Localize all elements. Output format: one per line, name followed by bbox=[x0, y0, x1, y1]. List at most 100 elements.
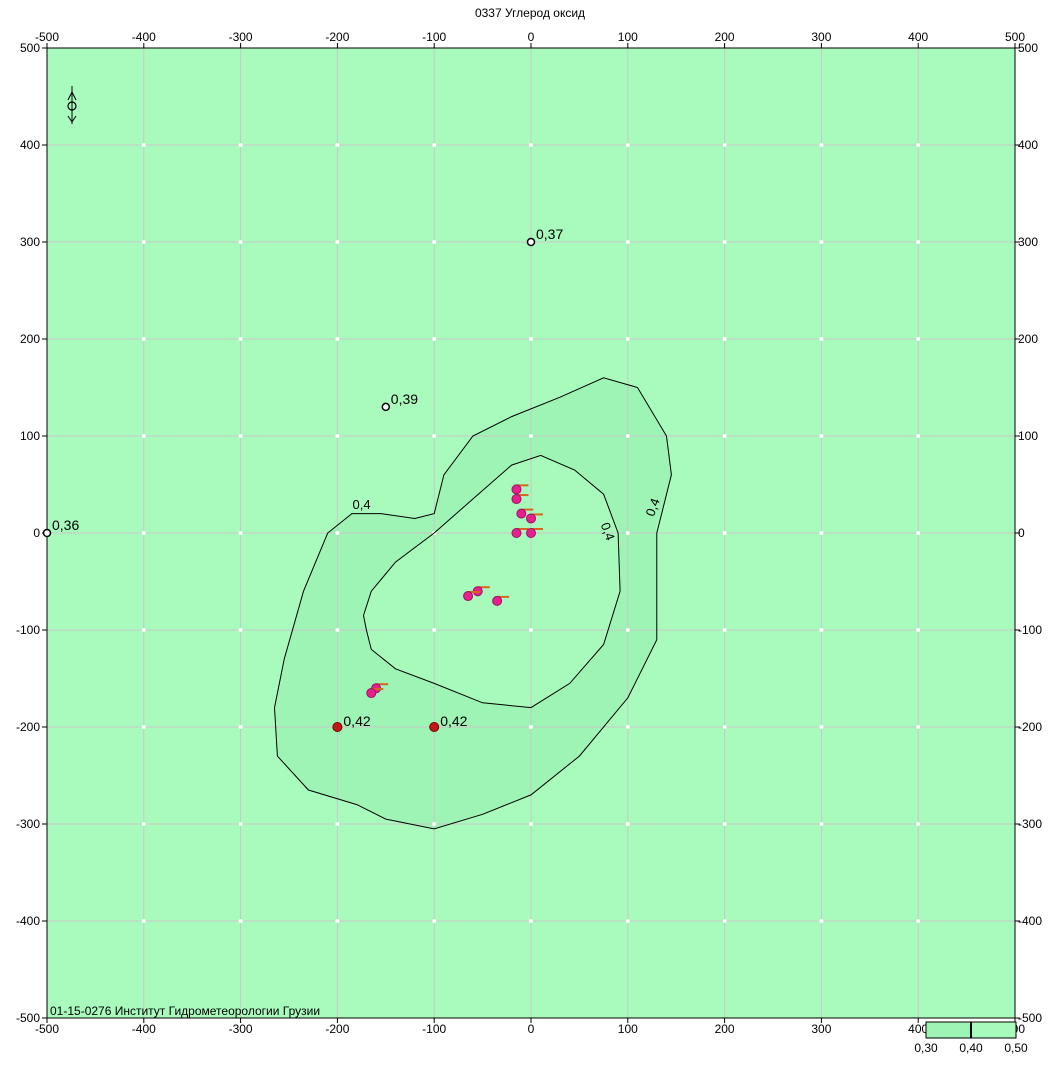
grid-node bbox=[625, 628, 630, 632]
grid-node bbox=[432, 822, 437, 826]
grid-node bbox=[141, 337, 146, 341]
calc-point-label: 0,37 bbox=[536, 226, 563, 242]
emission-source bbox=[526, 513, 536, 524]
grid-node bbox=[819, 822, 824, 826]
isoline-label: 0,4 bbox=[642, 496, 662, 518]
legend-label: 0,50 bbox=[1004, 1041, 1028, 1055]
grid-node bbox=[529, 822, 533, 826]
organization-label: 01-15-0276 Институт Гидрометеорологии Гр… bbox=[50, 1004, 320, 1018]
grid-node bbox=[238, 240, 243, 244]
grid-node bbox=[722, 143, 727, 147]
grid-node bbox=[529, 143, 533, 147]
y-tick-label-right: -200 bbox=[1018, 720, 1042, 734]
grid-node bbox=[916, 725, 921, 729]
legend-swatch-high bbox=[970, 1021, 1017, 1039]
y-tick-label-left: 200 bbox=[20, 332, 40, 346]
y-tick-label-right: 500 bbox=[1018, 41, 1038, 55]
x-tick-label-top: -400 bbox=[132, 30, 156, 44]
grid-node bbox=[529, 725, 533, 729]
grid-node bbox=[141, 143, 146, 147]
max-point bbox=[332, 722, 343, 732]
y-tick-label-left: -100 bbox=[16, 623, 40, 637]
x-tick-label-top: 300 bbox=[811, 30, 831, 44]
y-tick-label-right: 200 bbox=[1018, 332, 1038, 346]
grid-node bbox=[819, 725, 824, 729]
grid-node bbox=[141, 725, 146, 729]
grid-node bbox=[722, 725, 727, 729]
emission-source bbox=[492, 595, 503, 606]
x-tick-label-top: 400 bbox=[908, 30, 928, 44]
grid-node bbox=[916, 531, 921, 535]
y-tick-label-right: -400 bbox=[1018, 914, 1042, 928]
x-tick-label-top: -300 bbox=[229, 30, 253, 44]
x-tick-label-bottom: 100 bbox=[618, 1022, 638, 1036]
x-tick-label-top: 500 bbox=[1005, 30, 1025, 44]
grid-node bbox=[141, 919, 146, 923]
grid-node bbox=[335, 434, 340, 438]
x-tick-label-top: -200 bbox=[325, 30, 349, 44]
max-point-label: 0,42 bbox=[440, 713, 467, 729]
y-tick-label-right: 100 bbox=[1018, 429, 1038, 443]
x-tick-label-bottom: 300 bbox=[811, 1022, 831, 1036]
y-tick-label-right: 300 bbox=[1018, 235, 1038, 249]
grid-node bbox=[335, 628, 340, 632]
grid-node bbox=[625, 822, 630, 826]
grid-node bbox=[141, 434, 146, 438]
legend-swatch-low bbox=[925, 1021, 972, 1039]
grid-node bbox=[819, 143, 824, 147]
y-tick-label-left: 100 bbox=[20, 429, 40, 443]
grid-node bbox=[238, 822, 243, 826]
y-tick-label-left: -400 bbox=[16, 914, 40, 928]
emission-source bbox=[511, 484, 522, 495]
grid-node bbox=[625, 337, 630, 341]
isoline-label: 0,4 bbox=[353, 497, 371, 512]
grid-node bbox=[141, 822, 146, 826]
y-tick-label-left: 400 bbox=[20, 138, 40, 152]
grid-node bbox=[819, 434, 824, 438]
grid-node bbox=[625, 725, 630, 729]
isoline-inner bbox=[362, 454, 621, 709]
x-tick-label-bottom: -400 bbox=[132, 1022, 156, 1036]
x-tick-label-bottom: 0 bbox=[528, 1022, 535, 1036]
grid-node bbox=[625, 240, 630, 244]
grid-node bbox=[335, 531, 340, 535]
emission-source bbox=[463, 591, 474, 602]
legend: 0,30 0,40 0,50 bbox=[914, 1021, 1028, 1055]
grid-node bbox=[238, 337, 243, 341]
x-tick-label-top: 0 bbox=[528, 30, 535, 44]
grid-node bbox=[625, 143, 630, 147]
calc-point bbox=[42, 528, 52, 538]
grid-node bbox=[722, 337, 727, 341]
zone-fill-inner bbox=[363, 455, 621, 708]
grid-node bbox=[238, 628, 243, 632]
grid-node bbox=[335, 919, 340, 923]
grid-node bbox=[432, 143, 437, 147]
y-tick-label-left: -200 bbox=[16, 720, 40, 734]
emission-source bbox=[511, 494, 522, 505]
y-tick-label-left: -300 bbox=[16, 817, 40, 831]
grid-node bbox=[722, 822, 727, 826]
grid-node bbox=[625, 531, 630, 535]
grid-node bbox=[335, 240, 340, 244]
grid-node bbox=[335, 822, 340, 826]
grid-node bbox=[432, 434, 437, 438]
y-tick-label-right: 0 bbox=[1018, 526, 1025, 540]
grid-node bbox=[916, 143, 921, 147]
grid-node bbox=[916, 434, 921, 438]
grid-node bbox=[238, 725, 243, 729]
grid-node bbox=[141, 240, 146, 244]
grid-node bbox=[722, 919, 727, 923]
x-tick-label-bottom: 400 bbox=[908, 1022, 928, 1036]
grid-node bbox=[916, 628, 921, 632]
grid-node bbox=[722, 628, 727, 632]
x-tick-label-top: -500 bbox=[35, 30, 59, 44]
grid-node bbox=[722, 240, 727, 244]
isoline-outer bbox=[273, 377, 672, 830]
x-tick-label-bottom: -200 bbox=[325, 1022, 349, 1036]
grid-node bbox=[916, 240, 921, 244]
grid-node bbox=[335, 143, 340, 147]
isoline-label: 0,4 bbox=[598, 520, 618, 542]
emission-source bbox=[511, 528, 522, 538]
grid-node bbox=[819, 531, 824, 535]
grid-node bbox=[238, 143, 243, 147]
